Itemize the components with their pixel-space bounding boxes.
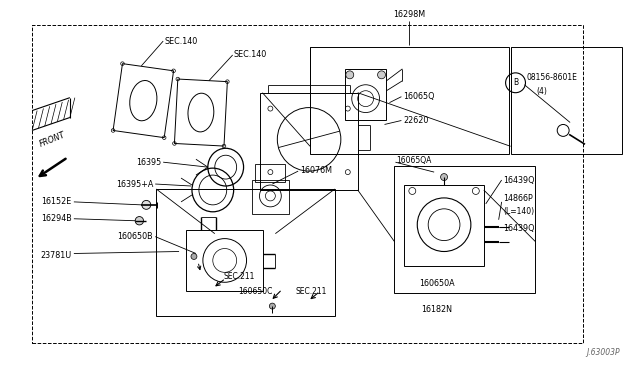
Circle shape — [135, 217, 143, 225]
Text: 16152E: 16152E — [42, 198, 72, 206]
Text: 08156-8601E: 08156-8601E — [527, 73, 577, 82]
Text: J.63003P: J.63003P — [586, 348, 620, 357]
Bar — [156, 189, 335, 316]
Text: 160650A: 160650A — [419, 279, 455, 288]
Bar — [310, 47, 509, 154]
Bar — [404, 185, 484, 266]
Text: SEC.140: SEC.140 — [164, 36, 197, 46]
Text: 16395: 16395 — [136, 158, 161, 167]
Text: 16182N: 16182N — [422, 305, 452, 314]
Text: 160650C: 160650C — [239, 287, 273, 296]
Circle shape — [269, 303, 275, 309]
Text: 23781U: 23781U — [40, 251, 72, 260]
Circle shape — [346, 71, 354, 79]
Bar — [345, 69, 387, 121]
Text: 16439Q: 16439Q — [504, 176, 535, 185]
Text: 16065Q: 16065Q — [403, 92, 435, 101]
Bar — [260, 93, 358, 190]
Text: SEC.211: SEC.211 — [224, 272, 255, 281]
Circle shape — [378, 71, 385, 79]
Bar — [511, 47, 621, 154]
Circle shape — [191, 253, 197, 259]
Text: 22620: 22620 — [403, 116, 429, 125]
Text: SEC.140: SEC.140 — [234, 51, 267, 60]
Circle shape — [440, 174, 447, 180]
Circle shape — [142, 201, 151, 209]
Text: 16298M: 16298M — [393, 10, 426, 19]
Text: (L=140): (L=140) — [504, 207, 535, 216]
Text: SEC.211: SEC.211 — [295, 287, 326, 296]
Bar — [252, 180, 289, 214]
Text: 16065QA: 16065QA — [396, 156, 432, 165]
Text: 16294B: 16294B — [41, 214, 72, 223]
Text: 16439Q: 16439Q — [504, 224, 535, 233]
Text: 16395+A: 16395+A — [116, 180, 153, 189]
Text: 16076M: 16076M — [300, 166, 332, 174]
Text: (4): (4) — [536, 87, 547, 96]
Text: FRONT: FRONT — [38, 131, 67, 149]
Bar — [394, 166, 536, 293]
Bar — [32, 25, 583, 343]
Text: 160650B: 160650B — [118, 232, 153, 241]
Bar — [186, 230, 264, 291]
Text: 14866P: 14866P — [504, 195, 533, 203]
Bar — [255, 164, 285, 182]
Text: B: B — [513, 78, 518, 87]
